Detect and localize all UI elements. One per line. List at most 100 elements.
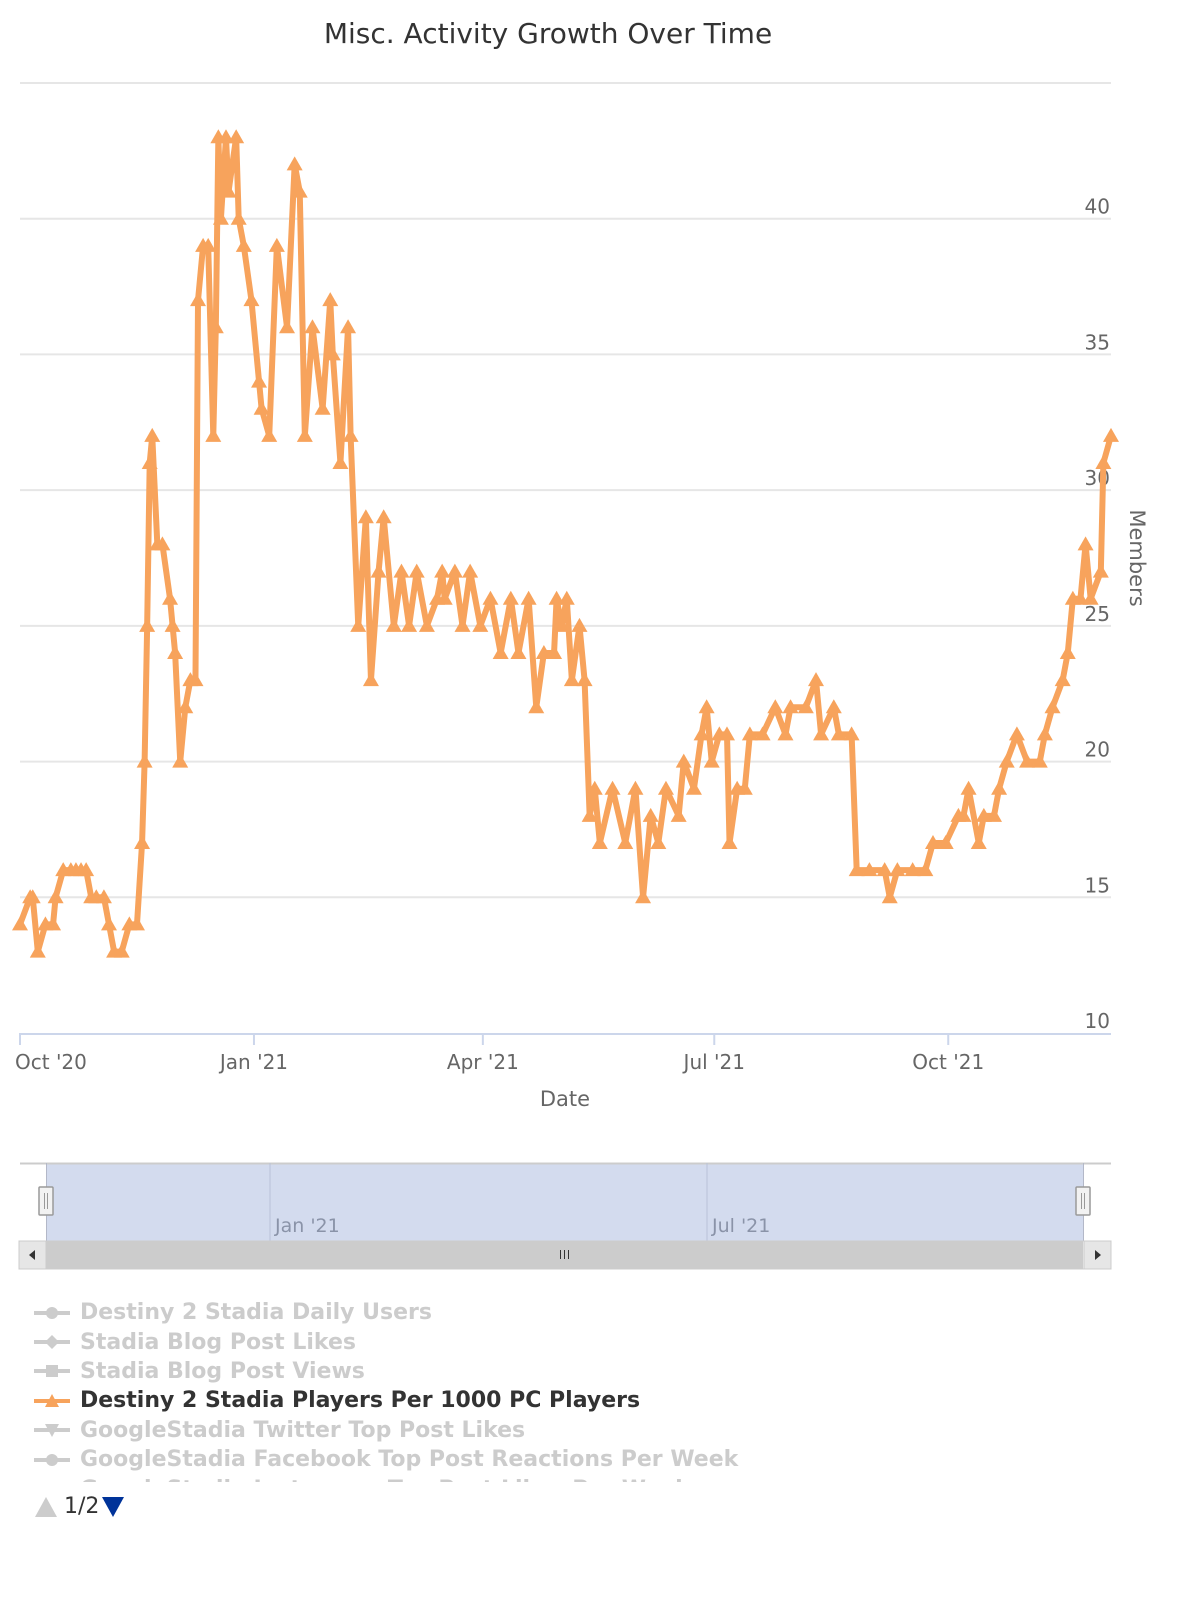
data-point-marker[interactable] <box>322 292 339 307</box>
data-point-marker[interactable] <box>235 237 252 252</box>
legend-item[interactable]: Stadia Blog Post Views <box>30 1357 1030 1386</box>
data-point-marker[interactable] <box>243 292 260 307</box>
data-point-marker[interactable] <box>139 617 156 632</box>
data-point-marker[interactable] <box>190 292 207 307</box>
data-point-marker[interactable] <box>675 753 692 768</box>
data-point-marker[interactable] <box>462 563 479 578</box>
series-destiny-2-stadia-players-per-1000-pc[interactable] <box>12 129 1119 958</box>
data-point-marker[interactable] <box>767 699 784 714</box>
data-point-marker[interactable] <box>212 210 229 225</box>
data-point-marker[interactable] <box>205 427 222 442</box>
data-point-marker[interactable] <box>362 672 379 687</box>
data-point-marker[interactable] <box>1019 753 1036 768</box>
data-point-marker[interactable] <box>881 889 898 904</box>
data-point-marker[interactable] <box>807 672 824 687</box>
data-point-marker[interactable] <box>635 889 652 904</box>
data-point-marker[interactable] <box>375 509 392 524</box>
navigator-left-handle[interactable] <box>38 1186 54 1216</box>
legend-item[interactable]: Destiny 2 Stadia Players Per 1000 PC Pla… <box>30 1386 1030 1415</box>
data-point-marker[interactable] <box>563 672 580 687</box>
data-point-marker[interactable] <box>528 699 545 714</box>
legend-item[interactable]: GoogleStadia Twitter Top Post Likes <box>30 1416 1030 1445</box>
data-point-marker[interactable] <box>393 563 410 578</box>
data-point-marker[interactable] <box>917 862 934 877</box>
data-point-marker[interactable] <box>47 889 64 904</box>
data-point-marker[interactable] <box>207 319 224 334</box>
data-point-marker[interactable] <box>78 862 95 877</box>
data-point-marker[interactable] <box>217 129 234 144</box>
data-point-marker[interactable] <box>721 835 738 849</box>
data-point-marker[interactable] <box>617 835 634 849</box>
data-point-marker[interactable] <box>698 699 715 714</box>
data-point-marker[interactable] <box>128 916 145 931</box>
data-point-marker[interactable] <box>642 807 659 822</box>
legend-item[interactable]: Stadia Blog Post Likes <box>30 1327 1030 1356</box>
data-point-marker[interactable] <box>693 726 710 741</box>
data-point-marker[interactable] <box>975 807 992 822</box>
data-point-marker[interactable] <box>736 780 753 795</box>
data-point-marker[interactable] <box>220 183 237 198</box>
data-point-marker[interactable] <box>113 943 130 958</box>
data-point-marker[interactable] <box>136 753 153 768</box>
data-point-marker[interactable] <box>230 210 247 225</box>
data-point-marker[interactable] <box>813 726 830 741</box>
data-point-marker[interactable] <box>1059 645 1076 659</box>
data-point-marker[interactable] <box>12 916 28 931</box>
data-point-marker[interactable] <box>685 780 702 795</box>
data-point-marker[interactable] <box>296 427 313 442</box>
scroll-left-button[interactable] <box>18 1240 47 1270</box>
pager-up-arrow-icon[interactable] <box>34 1495 58 1519</box>
navigator[interactable]: Jan '21 Jul '21 <box>20 1162 1111 1241</box>
data-point-marker[interactable] <box>1103 427 1119 442</box>
data-point-marker[interactable] <box>650 835 667 849</box>
data-point-marker[interactable] <box>454 617 471 632</box>
data-point-marker[interactable] <box>924 835 941 849</box>
legend-item[interactable]: GoogleStadia Facebook Top Post Reactions… <box>30 1445 1030 1474</box>
data-point-marker[interactable] <box>591 835 608 849</box>
data-point-marker[interactable] <box>324 346 341 361</box>
data-point-marker[interactable] <box>754 726 771 741</box>
data-point-marker[interactable] <box>1095 455 1112 469</box>
data-point-marker[interactable] <box>535 645 552 659</box>
data-point-marker[interactable] <box>777 726 794 741</box>
data-point-marker[interactable] <box>782 699 799 714</box>
data-point-marker[interactable] <box>251 373 268 388</box>
data-point-marker[interactable] <box>1008 726 1025 741</box>
navigator-selection[interactable] <box>46 1163 1083 1241</box>
data-point-marker[interactable] <box>314 400 331 415</box>
data-point-marker[interactable] <box>670 807 687 822</box>
data-point-marker[interactable] <box>24 889 41 904</box>
data-point-marker[interactable] <box>167 645 184 659</box>
legend-item[interactable]: Destiny 2 Stadia Daily Users <box>30 1298 1030 1327</box>
data-point-marker[interactable] <box>162 590 179 605</box>
data-point-marker[interactable] <box>1031 753 1048 768</box>
data-point-marker[interactable] <box>703 753 720 768</box>
data-point-marker[interactable] <box>998 753 1015 768</box>
data-point-marker[interactable] <box>1036 726 1053 741</box>
data-point-marker[interactable] <box>1092 563 1109 578</box>
pager-down-arrow-icon[interactable] <box>101 1495 125 1519</box>
data-point-marker[interactable] <box>164 617 181 632</box>
data-point-marker[interactable] <box>657 780 674 795</box>
data-point-marker[interactable] <box>200 237 217 252</box>
data-point-marker[interactable] <box>586 780 603 795</box>
legend-item[interactable]: GoogleStadia Instagram Top Post Likes Pe… <box>30 1474 1030 1482</box>
scrollbar[interactable] <box>18 1240 1112 1270</box>
data-point-marker[interactable] <box>576 672 593 687</box>
data-point-marker[interactable] <box>546 645 563 659</box>
data-point-marker[interactable] <box>134 835 151 849</box>
data-point-marker[interactable] <box>861 862 878 877</box>
data-point-marker[interactable] <box>472 617 489 632</box>
data-point-marker[interactable] <box>385 617 402 632</box>
data-point-marker[interactable] <box>434 563 451 578</box>
data-point-marker[interactable] <box>187 672 204 687</box>
data-point-marker[interactable] <box>991 780 1008 795</box>
data-point-marker[interactable] <box>436 590 453 605</box>
data-point-marker[interactable] <box>446 563 463 578</box>
data-point-marker[interactable] <box>510 645 527 659</box>
data-point-marker[interactable] <box>581 807 598 822</box>
scroll-right-button[interactable] <box>1083 1240 1112 1270</box>
data-point-marker[interactable] <box>418 617 435 632</box>
data-point-marker[interactable] <box>261 427 278 442</box>
data-point-marker[interactable] <box>482 590 499 605</box>
